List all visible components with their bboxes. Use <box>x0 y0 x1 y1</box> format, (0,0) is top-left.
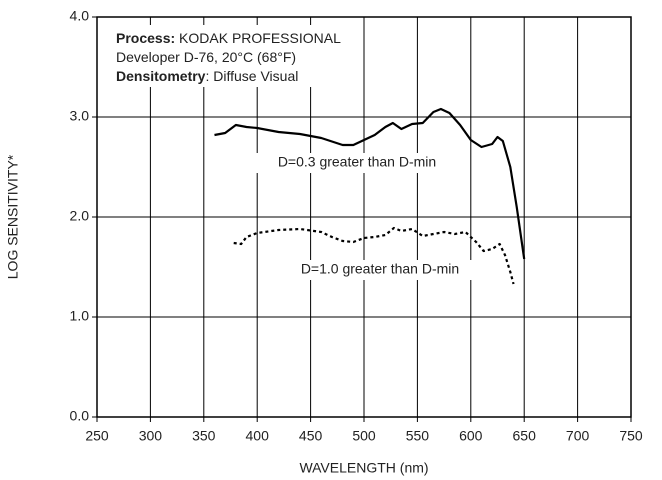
annotation-text: : Diffuse Visual <box>205 68 298 84</box>
x-tick-label: 250 <box>85 428 109 444</box>
annotation-line: Densitometry: Diffuse Visual <box>116 68 298 84</box>
y-tick-label: 4.0 <box>70 8 90 24</box>
annotation-text: Densitometry <box>116 68 206 84</box>
plot-frame <box>96 16 632 418</box>
annotation-text: KODAK PROFESSIONAL <box>175 30 341 46</box>
annotation-line: Developer D-76, 20°C (68°F) <box>116 49 296 65</box>
series-line <box>233 226 515 285</box>
series-label-bg <box>249 153 465 173</box>
x-tick-label: 750 <box>619 428 643 444</box>
x-tick-label: 300 <box>139 428 163 444</box>
series-line <box>214 107 526 260</box>
annotation-text: Process: <box>116 30 175 46</box>
x-tick-label: 550 <box>406 428 430 444</box>
x-tick-label: 650 <box>513 428 537 444</box>
y-tick-label: 2.0 <box>70 208 90 224</box>
annotation-box <box>109 25 354 87</box>
y-tick-label: 0.0 <box>70 408 90 424</box>
x-tick-label: 500 <box>352 428 376 444</box>
x-tick-label: 600 <box>459 428 483 444</box>
x-tick-label: 700 <box>566 428 590 444</box>
y-tick-label: 1.0 <box>70 308 90 324</box>
x-axis-label: WAVELENGTH (nm) <box>299 460 428 476</box>
series-label: D=0.3 greater than D-min <box>278 154 436 170</box>
y-tick-label: 3.0 <box>70 108 90 124</box>
annotation-text: Developer D-76, 20°C (68°F) <box>116 49 296 65</box>
y-axis-label: LOG SENSITIVITY* <box>5 154 21 279</box>
x-tick-label: 350 <box>192 428 216 444</box>
x-tick-label: 400 <box>246 428 270 444</box>
series-label: D=1.0 greater than D-min <box>301 261 459 277</box>
series-label-bg <box>272 260 488 280</box>
annotation-line: Process: KODAK PROFESSIONAL <box>116 30 341 46</box>
x-tick-label: 450 <box>299 428 323 444</box>
